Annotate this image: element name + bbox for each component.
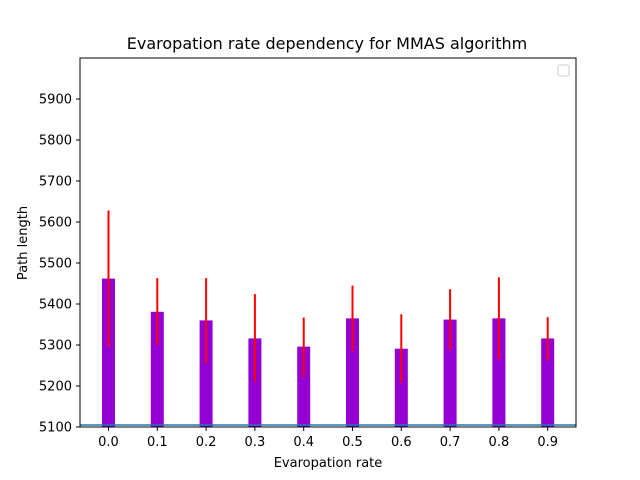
y-tick-label: 5600 [39, 216, 72, 231]
x-tick-label: 0.8 [489, 435, 510, 450]
y-axis-title: Path length [16, 206, 31, 280]
bar [102, 278, 115, 427]
plot-frame [79, 57, 577, 428]
bar [492, 318, 506, 427]
bar [394, 348, 408, 427]
y-tick-label: 5200 [39, 380, 72, 395]
chart-title: Evaropation rate dependency for MMAS alg… [127, 34, 527, 53]
legend-box [557, 64, 570, 77]
x-tick-label: 0.9 [537, 435, 558, 450]
x-tick-label: 0.6 [391, 435, 412, 450]
bars-group [102, 278, 555, 427]
y-tick-label: 5800 [39, 134, 72, 149]
bar [443, 319, 457, 427]
y-tick-label: 5400 [39, 298, 72, 313]
bar [248, 338, 262, 427]
y-axis-ticks: 5100 5200 5300 5400 5500 5600 5700 5800 5900 [39, 93, 80, 436]
x-tick-label: 0.4 [293, 435, 314, 450]
x-axis-title: Evaropation rate [274, 456, 383, 471]
y-tick-label: 5900 [39, 93, 72, 108]
bar [150, 311, 164, 427]
x-tick-label: 0.2 [196, 435, 217, 450]
x-tick-label: 0.3 [245, 435, 266, 450]
y-tick-label: 5100 [39, 421, 72, 436]
x-tick-label: 0.7 [440, 435, 461, 450]
bar [346, 318, 359, 427]
error-bars-group [107, 210, 549, 383]
y-tick-label: 5300 [39, 339, 72, 354]
bar [199, 320, 213, 427]
y-tick-label: 5700 [39, 175, 72, 190]
x-tick-label: 0.0 [98, 435, 119, 450]
bar [297, 346, 311, 427]
x-axis-ticks: 0.0 0.1 0.2 0.3 0.4 0.5 0.6 0.7 0.8 0.9 [98, 427, 558, 450]
x-tick-label: 0.5 [342, 435, 363, 450]
x-tick-label: 0.1 [147, 435, 168, 450]
bar [541, 338, 555, 427]
y-tick-label: 5500 [39, 257, 72, 272]
